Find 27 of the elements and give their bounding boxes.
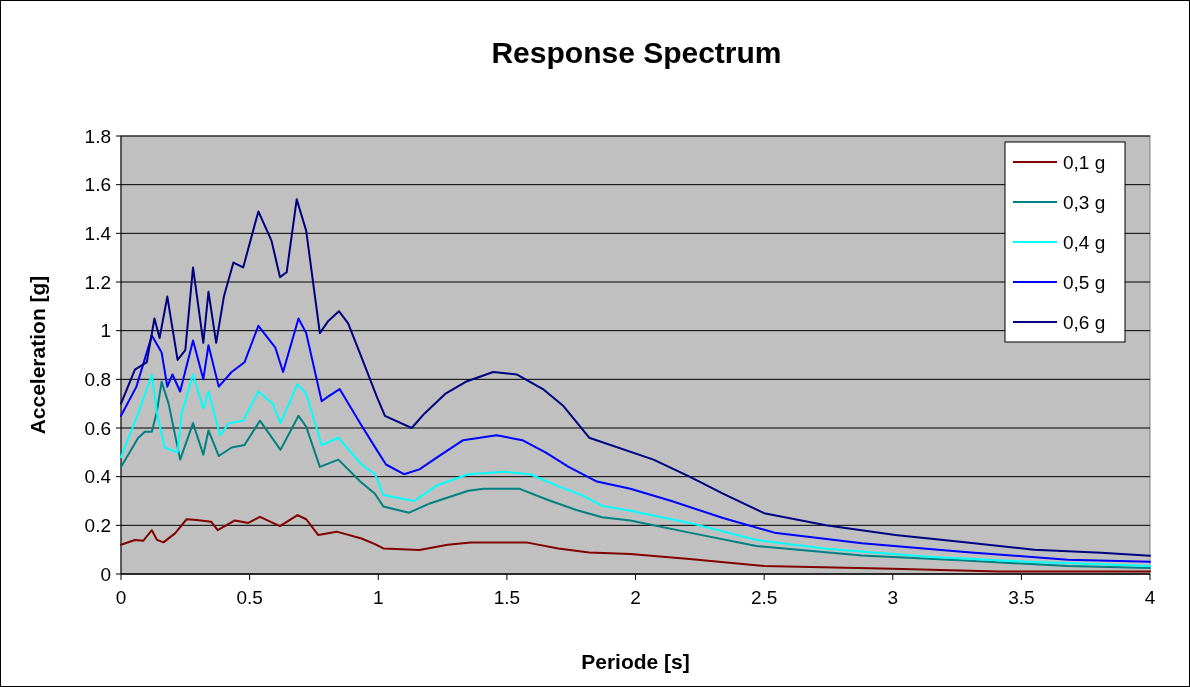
y-tick-label: 1 (100, 320, 111, 342)
legend-label: 0,4 g (1063, 231, 1106, 253)
y-tick-label: 0.2 (84, 514, 111, 536)
legend-label: 0,1 g (1063, 151, 1106, 173)
x-tick-label: 2.5 (750, 587, 778, 608)
y-tick-label: 0.4 (84, 466, 112, 488)
x-tick-label: 4 (1144, 587, 1156, 608)
y-tick-label: 1.4 (84, 222, 112, 244)
y-tick-label: 1.6 (84, 174, 111, 196)
y-tick-label: 0.8 (84, 368, 111, 390)
y-tick-label: 0 (100, 563, 111, 585)
x-tick-label: 2 (630, 587, 641, 608)
x-tick-label: 1 (372, 587, 384, 608)
legend-label: 0,6 g (1063, 311, 1106, 333)
legend-label: 0,3 g (1063, 191, 1106, 213)
x-tick-label: 0.5 (236, 587, 263, 608)
y-tick-label: 1.2 (84, 271, 111, 293)
y-tick-label: 1.8 (84, 125, 111, 147)
x-axis-title: Periode [s] (581, 650, 690, 673)
legend-label: 0,5 g (1063, 271, 1106, 293)
y-axis-title: Acceleration [g] (26, 275, 49, 435)
chart-title: Response Spectrum (491, 36, 782, 69)
x-tick-label: 3 (887, 587, 899, 608)
y-tick-label: 0.6 (84, 417, 111, 439)
x-tick-label: 0 (115, 587, 127, 608)
x-tick-label: 3.5 (1008, 587, 1035, 608)
x-tick-label: 1.5 (493, 587, 521, 608)
